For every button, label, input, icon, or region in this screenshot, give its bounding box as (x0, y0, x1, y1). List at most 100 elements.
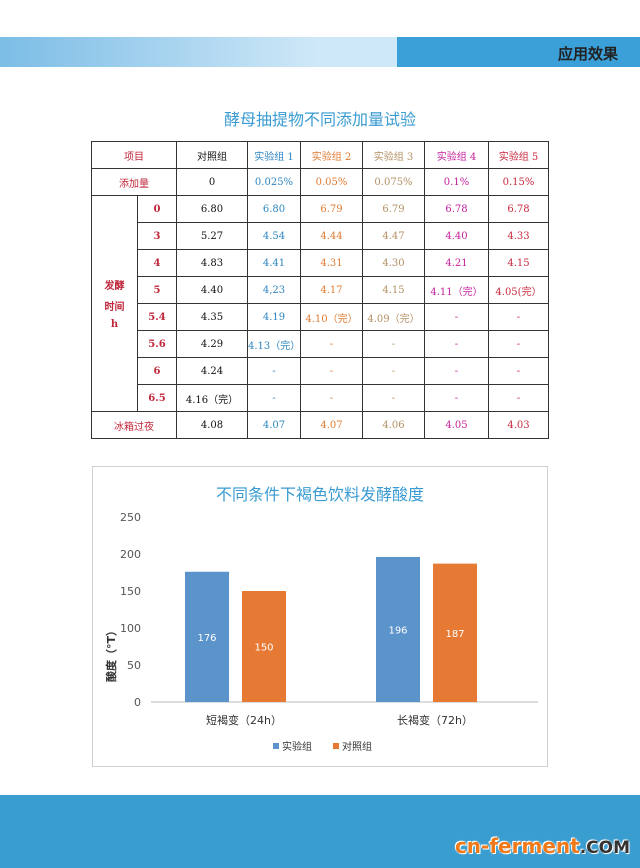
legend-swatch (273, 743, 279, 749)
value-cell: 4,23 (247, 276, 301, 304)
value-cell: - (300, 330, 363, 358)
bar (242, 591, 286, 702)
table-row: 6.5 4.16（完） - - - - - (92, 384, 549, 412)
logo: cn-ferment.COM (454, 834, 630, 858)
value-cell: 4.29 (176, 330, 248, 358)
value-cell: 4.40 (424, 222, 489, 250)
value-cell: 4.47 (362, 222, 425, 250)
value-cell: - (362, 384, 425, 412)
dose-cell: 0.1% (424, 168, 489, 196)
table-row: 5.4 4.35 4.19 4.10（完） 4.09（完） - - (92, 303, 549, 331)
value-cell: - (247, 384, 301, 412)
overnight-cell: 4.05 (424, 411, 489, 439)
value-cell: - (300, 357, 363, 385)
value-cell: 4.16（完） (176, 384, 248, 412)
footer: cn-ferment.COM (0, 795, 640, 868)
value-cell: - (247, 357, 301, 385)
header-cell: 对照组 (176, 141, 248, 169)
value-cell: 4.35 (176, 303, 248, 331)
value-cell: - (488, 303, 549, 331)
value-cell: 4.41 (247, 249, 301, 277)
chart-title: 不同条件下褐色饮料发酵酸度 (215, 485, 424, 504)
header-cell: 实验组 3 (362, 141, 425, 169)
value-cell: - (488, 330, 549, 358)
overnight-label: 冰箱过夜 (91, 411, 177, 439)
value-cell: 4.24 (176, 357, 248, 385)
value-cell: 4.15 (362, 276, 425, 304)
value-cell: 4.09（完） (362, 303, 425, 331)
value-cell: 4.10（完） (300, 303, 363, 331)
value-cell: 4.54 (247, 222, 301, 250)
dose-cell: 0.15% (488, 168, 549, 196)
value-cell: 4.30 (362, 249, 425, 277)
overnight-cell: 4.08 (176, 411, 248, 439)
time-label-line: 时间 (104, 302, 125, 313)
value-cell: - (424, 384, 489, 412)
legend-swatch (333, 743, 339, 749)
header-cell: 实验组 1 (247, 141, 301, 169)
y-tick-label: 150 (120, 585, 141, 598)
header-band: 应用效果 (0, 37, 640, 67)
value-cell: 6.79 (300, 195, 363, 223)
value-cell: 6.80 (247, 195, 301, 223)
value-cell: 4.15 (488, 249, 549, 277)
time-cell: 4 (137, 249, 177, 277)
value-cell: - (424, 357, 489, 385)
data-label: 176 (197, 633, 216, 644)
dose-cell: 0.075% (362, 168, 425, 196)
table-row: 4 4.83 4.41 4.31 4.30 4.21 4.15 (92, 249, 549, 277)
table-row: 发酵 时间 h 0 6.80 6.80 6.79 6.79 6.78 6.78 (91, 195, 549, 412)
table-row: 5 4.40 4,23 4.17 4.15 4.11（完） 4.05(完） (92, 276, 549, 304)
header-cell: 实验组 5 (488, 141, 549, 169)
table-row: 6 4.24- - - - - (92, 357, 549, 385)
data-label: 187 (445, 629, 464, 640)
data-label: 150 (254, 643, 273, 654)
time-cell: 5 (137, 276, 177, 304)
time-label-line: h (110, 319, 119, 330)
value-cell: 6.78 (424, 195, 489, 223)
dose-cell: 0.05% (300, 168, 363, 196)
value-cell: 4.17 (300, 276, 363, 304)
value-cell: - (488, 384, 549, 412)
value-cell: 4.13（完） (247, 330, 301, 358)
header-row: 项目 对照组 实验组 1 实验组 2 实验组 3 实验组 4 实验组 5 (91, 141, 549, 169)
time-label-line: 发酵 (104, 281, 125, 292)
bar (376, 556, 420, 702)
value-cell: 4.31 (300, 249, 363, 277)
dose-cell: 0 (176, 168, 248, 196)
table-title: 酵母抽提物不同添加量试验 (223, 110, 416, 129)
category-label: 短褐变（24h） (206, 713, 282, 727)
header-cell: 实验组 2 (300, 141, 363, 169)
table-row: 3 5.27 4.54 4.44 4.47 4.40 4.33 (92, 222, 549, 250)
y-tick-label: 0 (134, 696, 141, 709)
value-cell: - (362, 357, 425, 385)
value-cell: 6.80 (176, 195, 248, 223)
legend-label: 对照组 (342, 740, 372, 753)
time-cell: 5.4 (137, 303, 177, 331)
value-cell: 4.44 (300, 222, 363, 250)
time-cell: 3 (137, 222, 177, 250)
value-cell: 4.05(完） (488, 276, 549, 304)
time-label: 发酵时间 h (91, 195, 138, 412)
value-cell: 4.83 (176, 249, 248, 277)
table-row: 5.6 4.29 4.13（完） - - - - (92, 330, 549, 358)
value-cell: 6.79 (362, 195, 425, 223)
dose-cell: 0.025% (247, 168, 301, 196)
dose-row: 添加量 0 0.025% 0.05% 0.075% 0.1% 0.15% (91, 168, 549, 196)
overnight-cell: 4.07 (300, 411, 363, 439)
value-cell: - (300, 384, 363, 412)
value-cell: - (488, 357, 549, 385)
bar (185, 571, 229, 702)
header-cell: 项目 (91, 141, 177, 169)
section-title: 应用效果 (557, 45, 618, 63)
y-tick-label: 50 (127, 659, 141, 672)
time-cell: 6 (137, 357, 177, 385)
category-label: 长褐变（72h） (397, 713, 473, 727)
overnight-row: 冰箱过夜 4.08 4.07 4.07 4.06 4.05 4.03 (91, 411, 549, 439)
header-cell: 实验组 4 (424, 141, 489, 169)
overnight-cell: 4.06 (362, 411, 425, 439)
bar (433, 563, 477, 702)
value-cell: 6.78 (488, 195, 549, 223)
value-cell: - (362, 330, 425, 358)
bar-chart: 不同条件下褐色饮料发酵酸度 0 50 100 150 200 250 酸度（°T） 短褐变（2… (92, 466, 548, 767)
